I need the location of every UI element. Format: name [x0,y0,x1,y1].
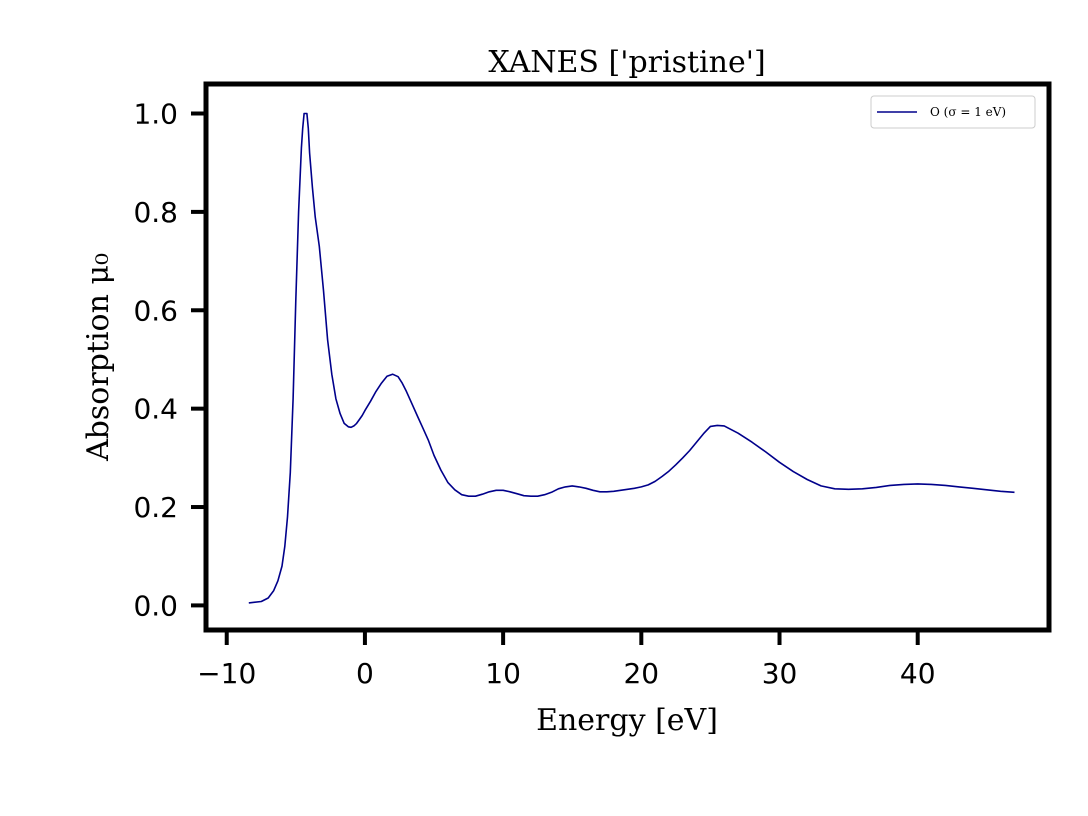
legend-box [870,95,1036,129]
y-tick-label: 0.0 [133,589,178,622]
chart-title: XANES ['pristine'] [488,45,765,80]
x-tick-label: 0 [356,657,374,690]
y-axis: 0.0 0.2 0.4 0.6 0.8 1.0 [133,98,204,622]
legend-label: O (σ = 1 eV) [930,105,1006,119]
x-tick-label: 10 [485,657,521,690]
x-tick-label: 40 [900,657,936,690]
plot-frame [203,81,1052,633]
x-tick-label: −10 [197,657,256,690]
y-axis-label: Absorption μ₀ [81,253,116,462]
x-tick-label: 20 [623,657,659,690]
y-tick-label: 1.0 [133,98,178,131]
y-tick-label: 0.2 [133,491,178,524]
x-axis: −10 0 10 20 30 40 [197,632,936,690]
x-tick-label: 30 [762,657,798,690]
y-tick-label: 0.4 [133,393,178,426]
y-tick-label: 0.8 [133,196,178,229]
x-axis-label: Energy [eV] [536,703,718,738]
legend: O (σ = 1 eV) [870,95,1036,129]
series-line-0 [248,112,1015,604]
series-layer [248,112,1015,604]
plot-area [203,81,1052,633]
y-tick-label: 0.6 [133,294,178,327]
